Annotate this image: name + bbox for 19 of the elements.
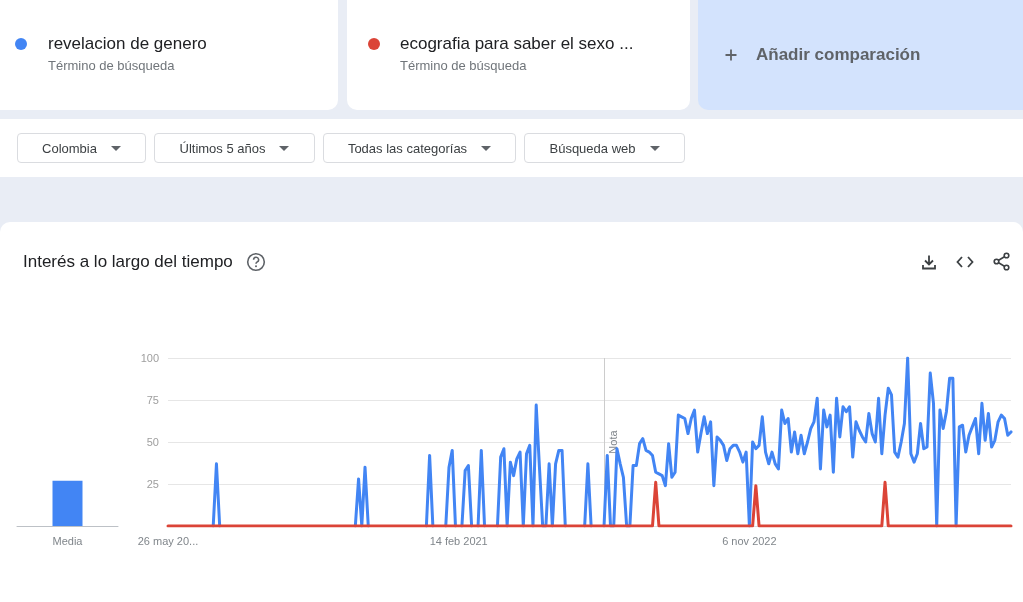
y-tick-label: 75 — [146, 394, 159, 406]
y-tick-label: 100 — [140, 352, 159, 364]
text: Colombia — [42, 140, 97, 156]
chart-title: Interés a lo largo del tiempo — [23, 252, 233, 272]
y-tick-label: 50 — [146, 436, 159, 448]
x-tick-label: Media — [52, 534, 84, 547]
text: Últimos 5 años — [179, 140, 266, 156]
ref-line-label: Nota — [606, 429, 619, 454]
text: Añadir comparación — [756, 45, 921, 65]
x-tick-label: 26 may 20... — [137, 534, 199, 547]
legend-label: revelacion de genero — [48, 34, 207, 54]
text: Búsqueda web — [549, 140, 636, 156]
text: Término de búsqueda — [48, 58, 175, 74]
text: Término de búsqueda — [400, 58, 527, 74]
text: Todas las categorías — [347, 140, 468, 156]
x-tick-label: 6 nov 2022 — [722, 534, 777, 547]
x-tick-label: 14 feb 2021 — [429, 534, 488, 547]
legend-label: ecografia para saber el sexo ... — [400, 34, 634, 54]
y-tick-label: 25 — [146, 478, 159, 490]
